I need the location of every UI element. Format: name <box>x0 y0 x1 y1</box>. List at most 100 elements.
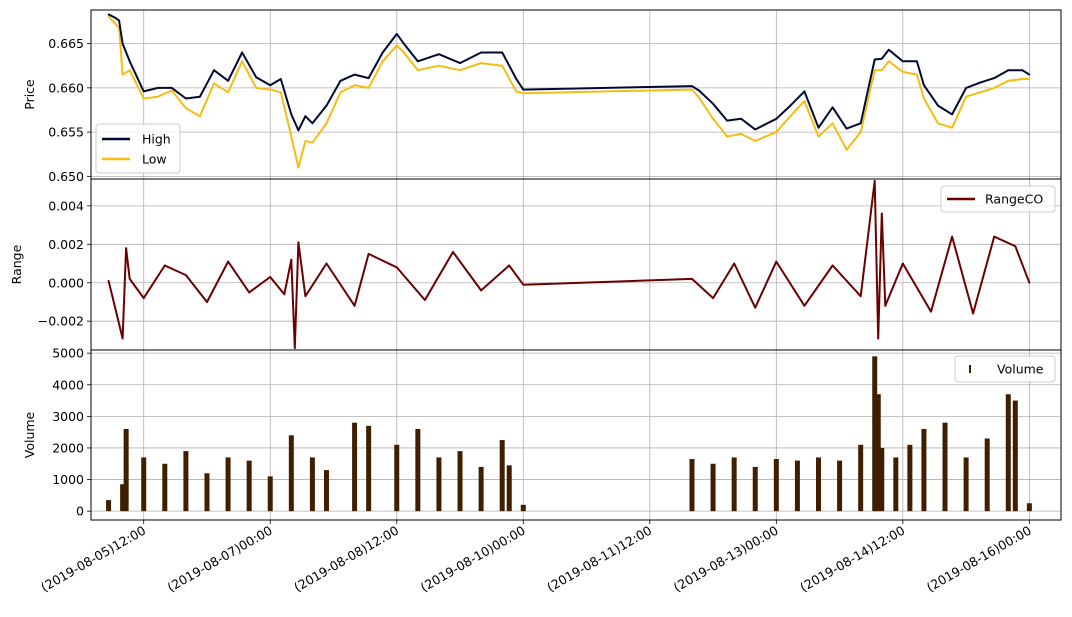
price-ytick-label: 0.650 <box>48 169 84 184</box>
volume-bar <box>875 394 881 512</box>
series-high-point <box>480 51 483 54</box>
volume-bar <box>907 444 913 512</box>
series-low-point <box>311 141 314 144</box>
series-high-point <box>199 95 201 98</box>
series-high-point <box>255 76 258 79</box>
volume-bar <box>893 457 899 512</box>
series-low-point <box>845 148 848 151</box>
series-low-point <box>726 135 729 138</box>
volume-bar <box>323 470 329 512</box>
series-rangeco-point <box>290 258 293 261</box>
series-rangeco-point <box>884 304 887 307</box>
volume-bar <box>225 457 231 512</box>
series-low-point <box>279 91 282 94</box>
volume-ylabel: Volume <box>22 411 37 458</box>
series-low-point <box>887 60 890 63</box>
xtick-label: (2019-08-16)00:00 <box>924 523 1034 595</box>
series-rangeco-point <box>803 304 806 307</box>
series-high-point <box>789 104 792 107</box>
xtick-label: (2019-08-11)12:00 <box>544 523 654 595</box>
series-low-point <box>114 23 117 26</box>
volume-frame <box>90 349 1062 521</box>
volume-legend: Volume <box>954 355 1056 383</box>
series-rangeco-point <box>121 337 124 340</box>
series-high-point <box>979 81 982 84</box>
price-ytick-label: 0.665 <box>48 36 84 51</box>
volume-bar <box>963 457 969 512</box>
series-low-point <box>241 60 244 63</box>
series-low-point <box>107 15 110 18</box>
series-rangeco-point <box>227 260 229 263</box>
legend-label: Volume <box>997 362 1044 377</box>
volume-bar <box>309 457 315 512</box>
legend-box <box>954 355 1056 383</box>
volume-bar <box>858 444 864 512</box>
volume-bar <box>942 422 948 512</box>
volume-bar <box>1012 400 1018 512</box>
x-axis: (2019-08-05)12:00 (2019-08-07)00:00 (2019-… <box>38 520 1034 595</box>
series-low-point <box>691 88 693 91</box>
series-low-point <box>480 62 483 64</box>
series-high-point <box>213 69 215 72</box>
volume-ytick-label: 4000 <box>52 377 84 392</box>
series-rangeco-point <box>951 235 953 238</box>
series-low-point <box>255 86 258 89</box>
series-low-point <box>951 126 953 129</box>
volume-bar <box>837 460 843 512</box>
series-low-point <box>712 117 714 120</box>
series-high-point <box>775 117 778 120</box>
series-rangeco-point <box>125 247 128 250</box>
series-rangeco-point <box>184 274 187 276</box>
series-high-point <box>114 17 117 19</box>
series-rangeco-point <box>452 251 454 253</box>
series-high-point <box>367 77 370 80</box>
series-rangeco-point <box>107 279 110 282</box>
volume-bar <box>921 428 927 512</box>
volume-bar <box>267 476 273 512</box>
volume-bar <box>106 500 112 512</box>
series-rangeco-point <box>283 293 286 296</box>
volume-bar <box>506 465 512 512</box>
xtick-label: (2019-08-07)00:00 <box>165 523 275 595</box>
series-low-point <box>916 73 918 76</box>
price-panel: 0.650 0.655 0.660 0.665 Price High Low <box>22 9 1062 184</box>
series-low-point <box>937 122 939 125</box>
series-low-point <box>901 71 904 73</box>
volume-ytick-label: 2000 <box>52 440 84 455</box>
series-rangeco-point <box>128 278 131 280</box>
series-low-point <box>740 132 743 135</box>
series-high-point <box>901 60 904 63</box>
series-high-point <box>381 51 384 54</box>
volume-panel: 0 1000 2000 3000 4000 5000 Volume Volume <box>22 346 1062 521</box>
series-low-point <box>859 131 862 134</box>
series-high-point <box>416 60 419 63</box>
volume-bar <box>457 451 463 512</box>
series-rangeco-point <box>775 260 778 263</box>
series-high-point <box>107 13 110 16</box>
series-high-point <box>290 113 293 116</box>
series-low-point <box>381 60 384 63</box>
range-ylabel: Range <box>9 244 24 284</box>
series-low-point <box>789 115 792 118</box>
series-high-point <box>817 126 820 129</box>
series-rangeco-point <box>304 295 307 298</box>
series-high-point <box>128 60 131 63</box>
series-high-point <box>726 119 729 122</box>
volume-bar <box>394 444 400 512</box>
xtick-label: (2019-08-13)00:00 <box>671 523 781 595</box>
series-low-point <box>880 69 883 72</box>
series-low-point <box>754 140 757 142</box>
volume-bar <box>366 425 372 512</box>
series-rangeco-point <box>353 304 356 307</box>
xtick-label: (2019-08-05)12:00 <box>38 523 148 595</box>
volume-bar <box>120 484 126 512</box>
series-rangeco-point <box>325 262 328 265</box>
series-rangeco-point <box>1014 245 1017 248</box>
volume-ytick-label: 5000 <box>52 346 84 361</box>
range-plot-area <box>91 179 1061 350</box>
series-low-point <box>290 135 293 138</box>
volume-bar <box>879 447 885 512</box>
series-high-point <box>156 86 159 89</box>
series-high-point <box>241 51 244 54</box>
